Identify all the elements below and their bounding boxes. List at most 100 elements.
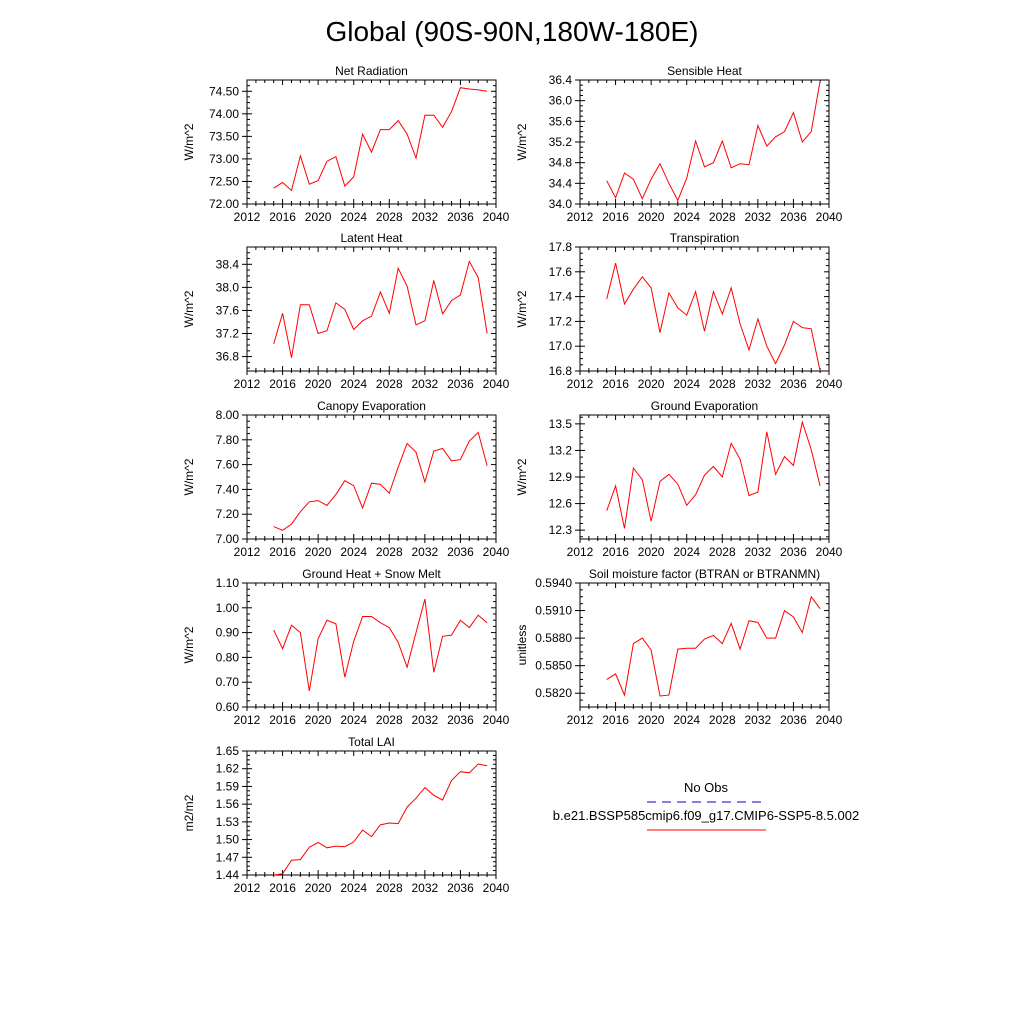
plot-frame (579, 414, 830, 540)
x-tick-label: 2028 (376, 713, 403, 727)
chart-panel: Sensible Heat W/m^2 2012 2016 2020 2024 2028 20… (515, 64, 843, 224)
x-tick-label: 2036 (780, 545, 807, 559)
y-tick-label: 74.50 (209, 84, 239, 98)
y-tick-label: 1.59 (216, 779, 240, 793)
x-tick-label: 2020 (305, 210, 332, 224)
chart-panel: Soil moisture factor (BTRAN or BTRANMN) u… (515, 567, 843, 727)
y-tick-label: 72.50 (209, 174, 239, 188)
chart-panel: Net Radiation W/m^2 2012 2016 2020 2024 2028 20… (182, 64, 510, 224)
x-tick-label: 2012 (567, 210, 594, 224)
x-tick-label: 2024 (340, 377, 367, 391)
y-tick-label: 7.60 (216, 458, 240, 472)
x-tick-label: 2036 (780, 210, 807, 224)
y-tick-label: 8.00 (216, 408, 240, 422)
x-tick-label: 2024 (673, 545, 700, 559)
panel-title: Soil moisture factor (BTRAN or BTRANMN) (589, 567, 820, 581)
x-tick-label: 2016 (269, 545, 296, 559)
y-tick-label: 12.3 (549, 523, 573, 537)
panel-title: Latent Heat (340, 231, 403, 245)
x-tick-label: 2040 (483, 377, 510, 391)
y-tick-label: 0.5940 (535, 576, 572, 590)
x-tick-label: 2040 (816, 377, 843, 391)
x-tick-label: 2028 (376, 210, 403, 224)
y-tick-label: 73.00 (209, 152, 239, 166)
x-tick-label: 2040 (816, 545, 843, 559)
y-axis-label: W/m^2 (515, 123, 529, 160)
x-tick-label: 2040 (483, 881, 510, 895)
y-tick-label: 36.4 (549, 73, 573, 87)
x-tick-label: 2040 (483, 713, 510, 727)
y-axis-label: W/m^2 (182, 123, 196, 160)
x-tick-label: 2016 (269, 881, 296, 895)
x-tick-label: 2024 (340, 545, 367, 559)
chart-panel: Ground Evaporation W/m^2 2012 2016 2020 2024 2… (515, 399, 843, 559)
x-tick-label: 2024 (673, 713, 700, 727)
x-tick-label: 2036 (447, 210, 474, 224)
y-tick-label: 13.5 (549, 417, 573, 431)
x-tick-label: 2012 (234, 545, 261, 559)
x-tick-label: 2020 (305, 881, 332, 895)
y-tick-label: 7.20 (216, 507, 240, 521)
x-tick-label: 2012 (234, 377, 261, 391)
x-tick-label: 2032 (745, 545, 772, 559)
plot-frame (579, 79, 830, 205)
y-tick-label: 1.65 (216, 744, 240, 758)
chart-panel: Canopy Evaporation W/m^2 2012 2016 2020 2024 2… (182, 399, 510, 559)
panel-title: Total LAI (348, 735, 395, 749)
x-tick-label: 2036 (447, 545, 474, 559)
y-tick-label: 1.56 (216, 797, 240, 811)
y-tick-label: 36.0 (549, 94, 573, 108)
x-tick-label: 2028 (709, 210, 736, 224)
x-tick-label: 2020 (305, 545, 332, 559)
x-tick-label: 2020 (305, 713, 332, 727)
chart-panel: Ground Heat + Snow Melt W/m^2 2012 2016 2020… (182, 567, 510, 727)
series-line (273, 598, 488, 691)
x-tick-label: 2036 (447, 377, 474, 391)
panel-title: Sensible Heat (667, 64, 742, 78)
y-tick-label: 17.8 (549, 240, 573, 254)
x-tick-label: 2032 (412, 713, 439, 727)
x-tick-label: 2020 (638, 377, 665, 391)
y-tick-label: 72.00 (209, 197, 239, 211)
series-line (606, 80, 821, 202)
y-tick-label: 0.60 (216, 700, 240, 714)
x-tick-label: 2040 (483, 210, 510, 224)
series-line (606, 595, 821, 697)
y-tick-label: 7.00 (216, 532, 240, 546)
panel-title: Transpiration (670, 231, 740, 245)
y-tick-label: 1.50 (216, 833, 240, 847)
legend-model-label: b.e21.BSSP585cmip6.f09_g17.CMIP6-SSP5-8.… (553, 808, 859, 823)
x-tick-label: 2032 (412, 545, 439, 559)
x-tick-label: 2036 (780, 377, 807, 391)
y-tick-label: 36.8 (216, 350, 240, 364)
y-tick-label: 35.2 (549, 135, 573, 149)
x-tick-label: 2016 (602, 210, 629, 224)
y-tick-label: 1.47 (216, 850, 240, 864)
x-tick-label: 2036 (447, 713, 474, 727)
x-tick-label: 2032 (745, 713, 772, 727)
x-tick-label: 2020 (638, 210, 665, 224)
x-tick-label: 2012 (567, 713, 594, 727)
x-tick-label: 2012 (567, 377, 594, 391)
x-tick-label: 2032 (412, 881, 439, 895)
legend-obs-label: No Obs (684, 780, 729, 795)
y-tick-label: 12.6 (549, 497, 573, 511)
x-tick-label: 2024 (340, 881, 367, 895)
y-tick-label: 1.53 (216, 815, 240, 829)
chart-panel: Total LAI m2/m2 2012 2016 2020 2024 2028 2032 20… (182, 735, 510, 895)
y-tick-label: 0.5850 (535, 659, 572, 673)
y-axis-label: W/m^2 (182, 290, 196, 327)
y-tick-label: 34.0 (549, 197, 573, 211)
series-line (606, 262, 821, 372)
x-tick-label: 2016 (602, 377, 629, 391)
x-tick-label: 2016 (602, 545, 629, 559)
x-tick-label: 2016 (269, 210, 296, 224)
plot-frame (579, 246, 830, 372)
series-line (273, 260, 488, 358)
y-tick-label: 13.2 (549, 443, 573, 457)
plot-frame (246, 79, 497, 205)
x-tick-label: 2032 (745, 377, 772, 391)
y-tick-label: 0.5910 (535, 604, 572, 618)
y-tick-label: 0.90 (216, 626, 240, 640)
y-tick-label: 7.40 (216, 482, 240, 496)
